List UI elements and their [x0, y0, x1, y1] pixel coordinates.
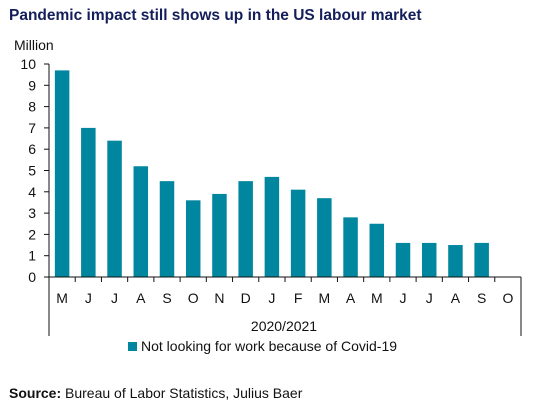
bar [448, 245, 463, 277]
x-tick-label: A [136, 290, 146, 306]
bar [238, 181, 253, 277]
legend: Not looking for work because of Covid-19 [128, 338, 397, 354]
y-tick-label: 0 [28, 269, 36, 285]
bar [133, 166, 149, 277]
y-tick-label: 10 [20, 56, 36, 72]
y-axis: 0 1 2 3 4 5 6 7 8 9 10 [20, 56, 50, 285]
bar [474, 242, 489, 277]
x-tick-label: O [188, 290, 199, 306]
bar [212, 193, 227, 277]
x-tick-label: A [451, 290, 461, 306]
y-tick-label: 7 [28, 120, 36, 136]
x-tick-label: J [268, 290, 275, 306]
x-tick-label: S [162, 290, 171, 306]
bar [107, 140, 122, 277]
source-label: Source: [9, 385, 62, 401]
x-tick-label: J [85, 290, 92, 306]
bar [395, 242, 411, 277]
x-tick-label: J [426, 290, 433, 306]
x-tick-label: M [371, 290, 383, 306]
legend-label: Not looking for work because of Covid-19 [141, 338, 397, 354]
x-tick-label: D [241, 290, 251, 306]
y-axis-unit-label: Million [14, 37, 54, 53]
bar [159, 181, 175, 277]
bar [81, 127, 96, 278]
x-tick-label: O [502, 290, 513, 306]
y-tick-label: 3 [28, 205, 36, 221]
x-tick-label: F [294, 290, 303, 306]
y-tick-label: 5 [28, 163, 36, 179]
bar [343, 217, 358, 277]
x-tick-label: M [56, 290, 68, 306]
bar-series [54, 70, 489, 278]
x-tick-label: M [318, 290, 330, 306]
y-tick-label: 8 [28, 99, 36, 115]
bar [185, 200, 201, 277]
bar [369, 223, 385, 277]
source-note: Source: Bureau of Labor Statistics, Juli… [9, 385, 302, 401]
bar [317, 198, 332, 277]
bar [54, 70, 70, 277]
x-tick-label: J [400, 290, 407, 306]
y-tick-label: 6 [28, 141, 36, 157]
x-tick-label: S [477, 290, 486, 306]
x-tick-label: J [111, 290, 118, 306]
source-text: Bureau of Labor Statistics, Julius Baer [65, 385, 303, 401]
x-axis-period-label: 2020/2021 [251, 318, 317, 334]
x-tick-label: A [346, 290, 356, 306]
chart-title: Pandemic impact still shows up in the US… [9, 7, 422, 24]
x-tick-label: N [214, 290, 224, 306]
y-tick-label: 1 [28, 248, 36, 264]
bar [290, 189, 306, 277]
legend-swatch [128, 342, 137, 351]
y-tick-label: 9 [28, 77, 36, 93]
bar [264, 176, 280, 277]
bar [421, 242, 437, 277]
y-tick-label: 2 [28, 226, 36, 242]
y-tick-label: 4 [28, 184, 36, 200]
